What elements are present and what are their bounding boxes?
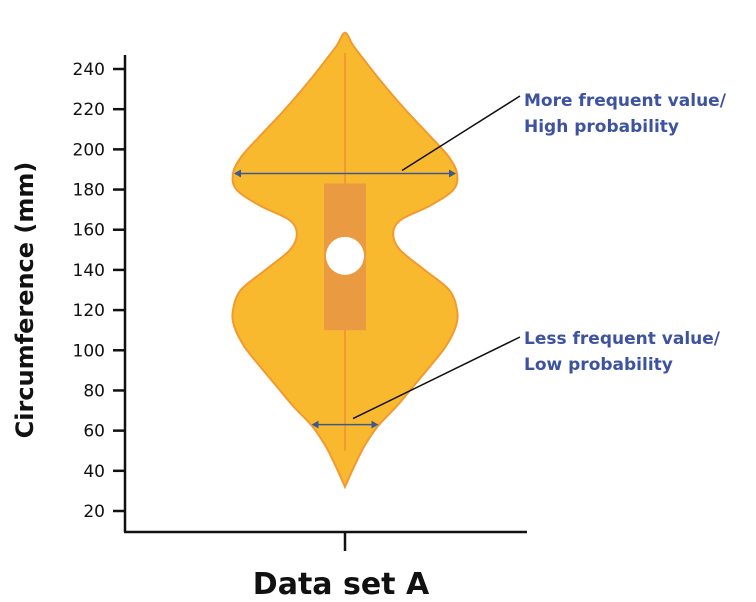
violin-group: [231, 31, 459, 490]
y-tick-label: 240: [73, 60, 105, 80]
y-tick-label: 100: [73, 341, 105, 361]
annotation-label: Less frequent value/: [524, 329, 721, 349]
y-tick-label: 40: [83, 462, 105, 482]
y-tick-label: 200: [73, 140, 105, 160]
y-tick-label: 140: [73, 261, 105, 281]
y-tick-label: 20: [83, 502, 105, 522]
annotation-label: High probability: [524, 117, 679, 137]
annotation-label: Low probability: [524, 355, 673, 375]
y-axis-title: Circumference (mm): [11, 162, 39, 439]
x-axis-title: Data set A: [253, 567, 430, 602]
annotations: More frequent value/High probability Less…: [234, 91, 727, 429]
y-tick-label: 220: [73, 100, 105, 120]
leader-line: [352, 336, 521, 420]
y-tick-label: 180: [73, 181, 105, 201]
annotation-label: More frequent value/: [524, 91, 727, 111]
y-ticks: 20 40 60 80 100 120 140 160 180 200 220 240: [73, 60, 125, 522]
axes: 20 40 60 80 100 120 140 160 180 200 220 240: [73, 55, 527, 551]
y-tick-label: 120: [73, 301, 105, 321]
median-marker: [326, 236, 364, 275]
leader-line: [401, 95, 521, 172]
y-tick-label: 60: [83, 422, 105, 442]
y-tick-label: 80: [83, 381, 105, 401]
y-tick-label: 160: [73, 221, 105, 241]
